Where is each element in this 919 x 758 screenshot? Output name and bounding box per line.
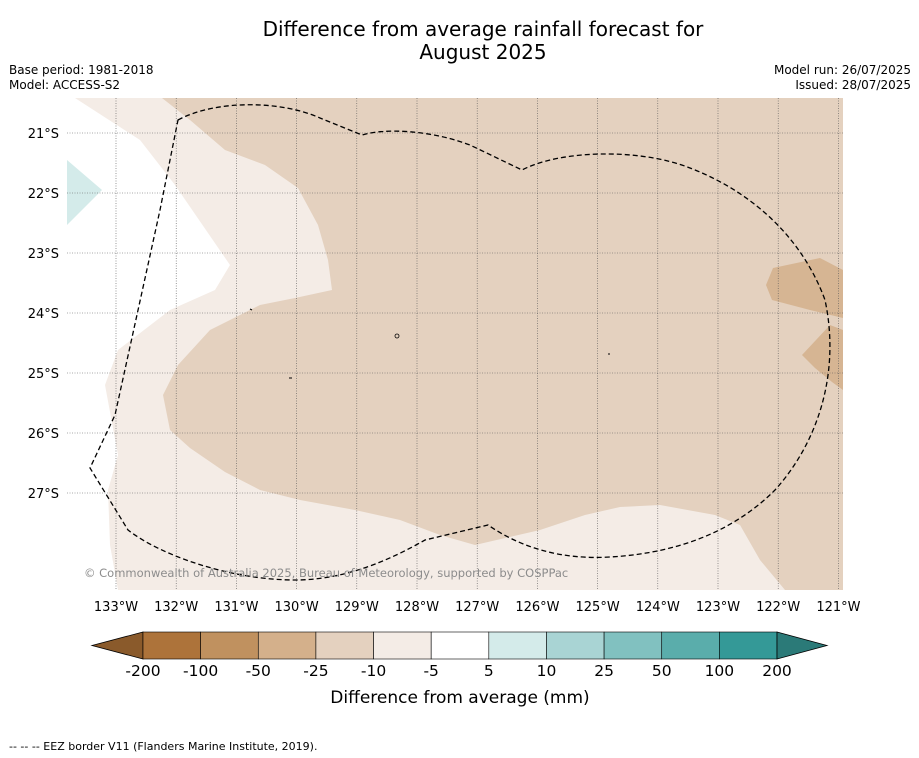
colorbar-tick-label: -50 [246,662,271,680]
lat-label: 24°S [28,307,59,322]
colorbar: -200 -100 -50 -25 -10 -5 5 10 25 50 100 200 [90,631,829,680]
lon-label: 122°W [756,600,800,615]
meta-left: Base period: 1981-2018 Model: ACCESS-S2 [9,63,154,93]
colorbar-tick-label: -10 [361,662,386,680]
map-plot-area: © Commonwealth of Australia 2025, Bureau… [67,98,843,590]
colorbar-over-arrow [776,631,829,660]
colorbar-segment [373,631,432,660]
lon-label: 132°W [154,600,198,615]
title-line-1: Difference from average rainfall forecas… [262,17,704,41]
lon-label: 131°W [214,600,258,615]
title-line-2: August 2025 [419,40,547,64]
colorbar-segment [603,631,663,660]
colorbar-segment [200,631,259,660]
lon-label: 128°W [395,600,439,615]
eez-border [89,104,831,581]
model-run-text: Model run: 26/07/2025 [773,63,911,77]
model-text: Model: ACCESS-S2 [9,78,121,92]
colorbar-tick-label: -25 [303,662,328,680]
lon-label: 123°W [696,600,740,615]
colorbar-segment [719,631,778,660]
colorbar-segment [142,631,201,660]
colorbar-tick-label: 10 [537,662,557,680]
lat-label: 25°S [28,367,59,382]
colorbar-segment [488,631,547,660]
base-period-text: Base period: 1981-2018 [9,63,154,77]
lon-label: 121°W [816,600,860,615]
longitude-labels: 133°W 132°W 131°W 130°W 129°W 128°W 127°W 126°W… [94,600,861,615]
lon-label: 126°W [515,600,559,615]
lat-label: 27°S [28,487,59,502]
map-title: Difference from average rainfall forecas… [0,18,919,64]
meta-right: Model run: 26/07/2025 Issued: 28/07/2025 [774,63,911,93]
lat-label: 26°S [28,427,59,442]
rainfall-map: © Commonwealth of Australia 2025, Bureau… [28,98,861,708]
colorbar-tick-label: 200 [762,662,792,680]
colorbar-tick-label: -200 [125,662,160,680]
lon-label: 125°W [576,600,620,615]
colorbar-tick-label: 5 [484,662,494,680]
eez-footnote: -- -- -- EEZ border V11 (Flanders Marine… [9,740,318,753]
lon-label: 124°W [636,600,680,615]
copyright-text: © Commonwealth of Australia 2025, Bureau… [84,566,568,580]
contour-patch-teal [67,160,102,225]
latitude-labels: 21°S 22°S 23°S 24°S 25°S 26°S 27°S [28,127,59,502]
contour-speck-1 [394,333,400,339]
lon-label: 133°W [94,600,138,615]
colorbar-tick-label: -5 [423,662,438,680]
colorbar-segment [315,631,374,660]
colorbar-segment [430,631,490,660]
contour-patch-dark-brown-1 [766,258,843,318]
lat-label: 21°S [28,127,59,142]
colorbar-segment [257,631,317,660]
lon-label: 130°W [275,600,319,615]
lon-label: 129°W [335,600,379,615]
contour-band-medium-brown [162,98,843,590]
colorbar-segment [546,631,605,660]
contour-speck-2 [249,308,253,311]
lat-label: 23°S [28,247,59,262]
colorbar-under-arrow [90,631,144,660]
colorbar-tick-label: 50 [652,662,672,680]
colorbar-segment [661,631,720,660]
issued-text: Issued: 28/07/2025 [795,78,911,92]
colorbar-tick-label: 100 [705,662,735,680]
colorbar-tick-label: 25 [594,662,614,680]
gridlines [67,98,843,590]
contour-patch-dark-brown-2 [802,325,843,390]
lat-label: 22°S [28,187,59,202]
colorbar-label: Difference from average (mm) [330,688,589,708]
lon-label: 127°W [455,600,499,615]
colorbar-tick-label: -100 [183,662,218,680]
